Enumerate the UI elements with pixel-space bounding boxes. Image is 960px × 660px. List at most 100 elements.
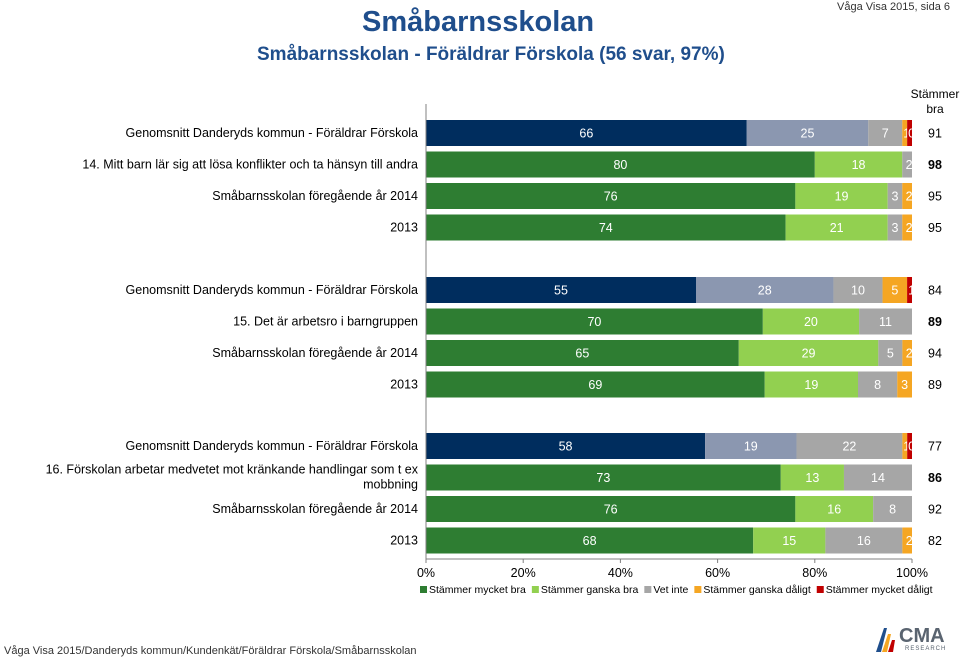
bar-value-label: 2 — [906, 158, 913, 172]
bar-segment — [426, 433, 706, 459]
bar-segment — [843, 464, 912, 491]
bar-value-label: 18 — [852, 158, 866, 172]
bar-value-label: 2 — [906, 347, 913, 361]
bar-segment — [902, 151, 912, 178]
page-subtitle: Småbarnsskolan - Föräldrar Förskola (56 … — [257, 44, 725, 65]
bar-segment — [738, 340, 879, 366]
bar-segment — [902, 527, 912, 554]
bar-value-label: 8 — [889, 503, 896, 517]
bar-value-label: 19 — [835, 190, 849, 204]
bar-value-label: 5 — [887, 347, 894, 361]
bar-segment — [753, 527, 826, 554]
bar-segment — [426, 151, 815, 178]
row-total: 86 — [928, 471, 942, 485]
bar-value-label: 0 — [908, 127, 915, 141]
bar-value-label: 58 — [559, 440, 573, 454]
bar-value-label: 0 — [913, 378, 920, 392]
logo-name: CMA — [899, 625, 945, 647]
bar-segment — [762, 308, 860, 335]
page-title: Småbarnsskolan — [362, 6, 595, 38]
row-total: 89 — [928, 378, 942, 392]
bar-segment — [868, 120, 903, 146]
legend-label: Stämmer mycket bra — [429, 584, 526, 596]
bar-segment — [833, 277, 883, 303]
bar-value-label: 25 — [801, 127, 815, 141]
row-total: 84 — [928, 284, 942, 298]
row-total: 95 — [928, 190, 942, 204]
bar-value-label: 21 — [830, 221, 844, 235]
bar-value-label: 80 — [613, 158, 627, 172]
row-total: 92 — [928, 503, 942, 517]
row-total: 91 — [928, 127, 942, 141]
bar-value-label: 5 — [891, 284, 898, 298]
bar-value-label: 16 — [827, 503, 841, 517]
logo-sub: RESEARCH — [905, 646, 947, 652]
legend-swatch — [644, 586, 652, 593]
bar-value-label: 15 — [782, 534, 796, 548]
bar-value-label: 73 — [596, 471, 610, 485]
bar-value-label: 16 — [857, 534, 871, 548]
legend-label: Stämmer ganska bra — [541, 584, 639, 596]
bar-segment — [902, 214, 912, 241]
bar-value-label: 3 — [892, 190, 899, 204]
bar-segment — [426, 464, 781, 491]
bar-segment — [426, 527, 754, 554]
x-tick-label: 100% — [896, 566, 928, 580]
bar-segment — [887, 214, 903, 241]
bar-segment — [907, 120, 912, 146]
bar-segment — [825, 527, 903, 554]
total-column-title: bra — [926, 102, 944, 116]
bar-value-label: 10 — [851, 284, 865, 298]
bar-value-label: 3 — [901, 378, 908, 392]
bar-segment — [902, 340, 912, 366]
bar-value-label: 19 — [804, 378, 818, 392]
bar-segment — [785, 214, 888, 241]
x-tick-label: 0% — [417, 566, 435, 580]
bar-value-label: 0 — [913, 471, 920, 485]
bar-segment — [878, 340, 903, 366]
legend-swatch — [816, 586, 824, 593]
bar-segment — [882, 277, 908, 303]
bar-value-label: 65 — [575, 347, 589, 361]
bar-value-label: 74 — [599, 221, 613, 235]
bar-value-label: 2 — [906, 221, 913, 235]
bar-value-label: 19 — [744, 440, 758, 454]
bar-value-label: 0 — [913, 190, 920, 204]
bar-value-label: 22 — [842, 440, 856, 454]
bar-value-label: 0 — [908, 440, 915, 454]
bar-segment — [897, 371, 912, 398]
bar-segment — [796, 433, 903, 459]
bar-segment — [858, 371, 898, 398]
bar-segment — [873, 496, 912, 522]
bar-segment — [705, 433, 797, 459]
legend-swatch — [420, 586, 427, 593]
bar-value-label: 2 — [906, 190, 913, 204]
cma-logo: CMA RESEARCH — [872, 622, 952, 656]
bar-value-label: 0 — [913, 315, 920, 329]
row-label: Genomsnitt Danderyds kommun - Föräldrar … — [126, 439, 419, 453]
bar-value-label: 1 — [908, 284, 915, 298]
x-tick-label: 40% — [608, 566, 633, 580]
bar-segment — [746, 120, 869, 146]
bar-segment — [814, 151, 903, 178]
bar-segment — [902, 183, 912, 209]
total-column-title: Stämmer — [911, 87, 960, 101]
bar-value-label: 8 — [874, 378, 881, 392]
bar-value-label: 29 — [802, 347, 816, 361]
row-label: 14. Mitt barn lär sig att lösa konflikte… — [82, 158, 418, 172]
bar-segment — [902, 433, 908, 459]
row-total: 94 — [928, 347, 942, 361]
bar-value-label: 1 — [903, 440, 910, 454]
bar-value-label: 11 — [879, 315, 892, 329]
row-label: Småbarnsskolan föregående år 2014 — [212, 346, 418, 360]
legend-swatch — [531, 586, 539, 593]
legend-swatch — [694, 586, 702, 593]
bar-segment — [426, 371, 765, 398]
bar-segment — [426, 340, 739, 366]
bar-value-label: 1 — [903, 127, 910, 141]
x-tick-label: 60% — [705, 566, 730, 580]
row-label: Genomsnitt Danderyds kommun - Föräldrar … — [126, 126, 419, 140]
bar-value-label: 3 — [892, 221, 899, 235]
bar-segment — [795, 496, 874, 522]
row-label: 2013 — [390, 221, 418, 235]
